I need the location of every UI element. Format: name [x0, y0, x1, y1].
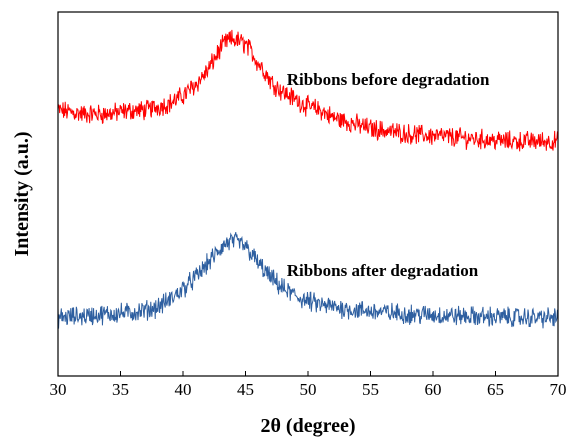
x-tick-label: 40: [175, 380, 192, 399]
x-axis-label: 2θ (degree): [260, 415, 355, 437]
x-tick-label: 45: [237, 380, 254, 399]
x-tick-label: 55: [362, 380, 379, 399]
series-line-before: [57, 29, 559, 152]
series-layer: [57, 29, 559, 329]
x-tick-label: 65: [487, 380, 504, 399]
x-tick-label: 50: [300, 380, 317, 399]
x-tick-label: 70: [550, 380, 567, 399]
x-ticks: 30 35 40 45 50 55 60 65 70: [50, 371, 567, 399]
annotation-before: Ribbons before degradation: [287, 70, 490, 89]
annotation-after: Ribbons after degradation: [287, 261, 479, 280]
x-tick-label: 35: [112, 380, 129, 399]
annotations: Ribbons before degradation Ribbons after …: [287, 70, 490, 280]
x-tick-label: 30: [50, 380, 67, 399]
series-line-after: [57, 232, 559, 329]
x-tick-label: 60: [425, 380, 442, 399]
y-axis-label: Intensity (a.u.): [11, 131, 33, 256]
